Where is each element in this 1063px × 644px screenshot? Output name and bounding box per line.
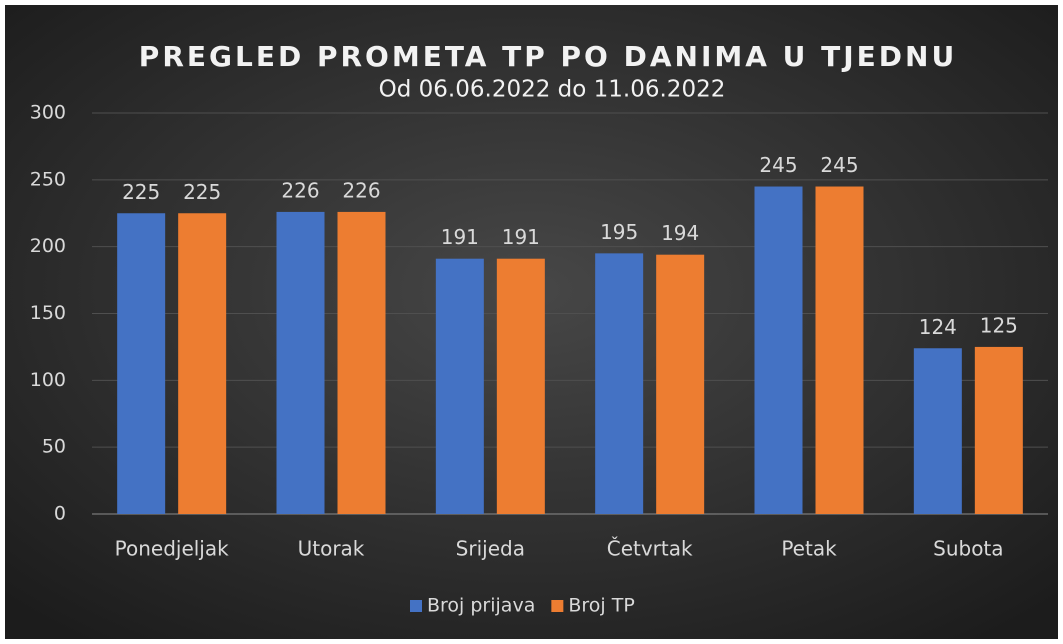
y-tick-label: 300 xyxy=(30,102,66,124)
data-label: 225 xyxy=(183,180,221,204)
legend-label: Broj prijava xyxy=(427,595,535,617)
y-tick-label: 0 xyxy=(54,503,66,525)
data-label: 226 xyxy=(342,178,380,202)
data-label: 191 xyxy=(441,225,479,249)
bar xyxy=(754,186,803,514)
data-label: 225 xyxy=(122,180,160,204)
bar xyxy=(656,254,705,515)
bar xyxy=(496,258,545,514)
bar xyxy=(117,213,166,514)
legend-swatch xyxy=(551,600,564,612)
legend-label: Broj TP xyxy=(568,595,634,617)
x-tick-label: Srijeda xyxy=(456,537,525,561)
bar xyxy=(178,213,227,514)
data-label: 194 xyxy=(661,221,699,245)
data-label: 124 xyxy=(919,315,957,339)
legend-swatch xyxy=(410,600,422,612)
data-label: 195 xyxy=(600,220,638,244)
y-tick-label: 250 xyxy=(30,168,66,190)
data-label: 191 xyxy=(502,225,540,249)
x-tick-label: Utorak xyxy=(298,537,365,561)
bar xyxy=(435,258,484,514)
y-tick-label: 150 xyxy=(30,302,66,324)
chart-title: PREGLED PROMETA TP PO DANIMA U TJEDNU xyxy=(139,40,957,73)
data-label: 245 xyxy=(759,153,797,177)
bar xyxy=(913,348,962,514)
bar xyxy=(276,211,325,514)
bar xyxy=(337,211,386,514)
bar xyxy=(595,253,644,514)
bar xyxy=(815,186,864,514)
bar xyxy=(974,346,1023,514)
x-tick-label: Četvrtak xyxy=(607,537,693,561)
x-tick-label: Petak xyxy=(781,537,837,561)
data-label: 245 xyxy=(820,153,858,177)
x-tick-label: Subota xyxy=(933,537,1003,561)
data-label: 125 xyxy=(980,313,1018,337)
x-tick-label: Ponedjeljak xyxy=(115,537,229,561)
y-tick-label: 100 xyxy=(30,369,66,391)
y-tick-label: 50 xyxy=(42,436,66,458)
chart-subtitle: Od 06.06.2022 do 11.06.2022 xyxy=(379,77,726,103)
data-label: 226 xyxy=(281,178,319,202)
y-tick-label: 200 xyxy=(30,235,66,257)
